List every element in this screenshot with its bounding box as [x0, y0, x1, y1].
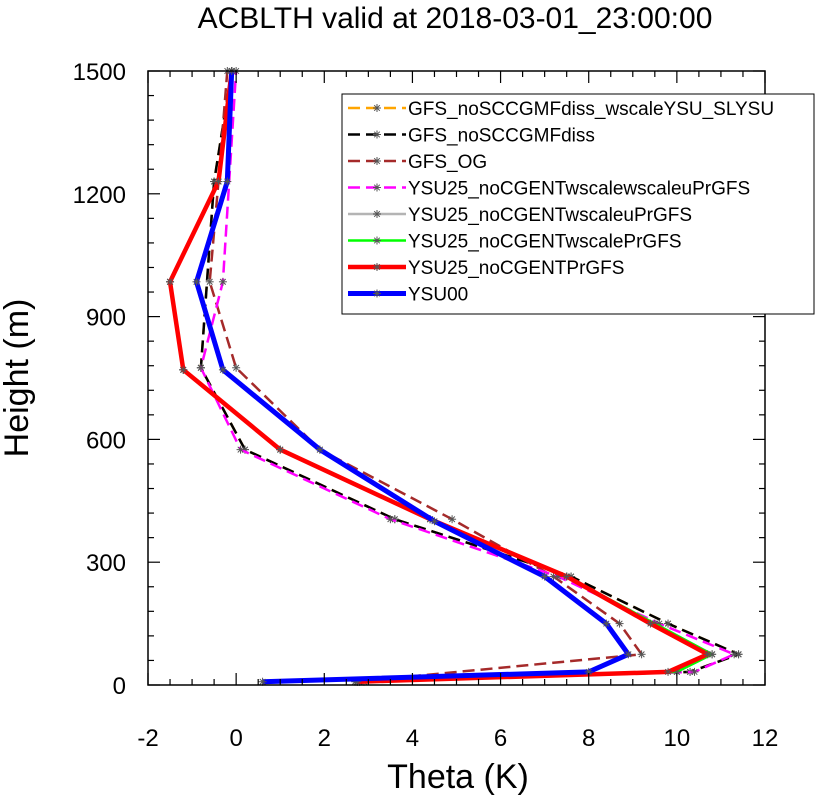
legend-marker	[373, 130, 381, 139]
series-line	[208, 70, 643, 683]
legend-marker	[373, 236, 381, 245]
data-point	[646, 619, 655, 628]
legend-label: YSU25_noCGENTPrGFS	[408, 258, 624, 279]
data-point	[196, 363, 205, 372]
x-tick-label: 0	[229, 725, 242, 752]
data-point	[315, 445, 324, 454]
legend-label: GFS_OG	[408, 152, 487, 173]
data-point	[664, 619, 673, 628]
data-point	[615, 619, 624, 628]
data-point	[236, 445, 245, 454]
legend-label: YSU00	[408, 285, 468, 306]
data-point	[218, 277, 227, 286]
legend-label: GFS_noSCCGMFdiss	[408, 126, 595, 147]
legend-label: YSU25_noCGENTwscalePrGFS	[408, 232, 682, 253]
data-point	[562, 572, 571, 581]
x-axis-label: Theta (K)	[387, 758, 529, 796]
y-tick-label: 300	[86, 550, 126, 577]
legend-marker	[373, 183, 381, 192]
axes-layer: -2 0 2 4 6 8 10 12 0 300 600 900 1200 1500	[73, 59, 779, 752]
y-tick-label: 1200	[73, 182, 126, 209]
y-tick-label: 900	[86, 305, 126, 332]
data-point	[232, 363, 241, 372]
x-tick-label: -2	[137, 725, 158, 752]
legend-label: YSU25_noCGENTwscalewscaleuPrGFS	[408, 179, 750, 200]
data-point	[192, 277, 201, 286]
y-tick-label: 1500	[73, 59, 126, 86]
legend-label: YSU25_noCGENTwscaleuPrGFS	[408, 205, 692, 226]
series-layer	[166, 67, 743, 686]
data-point	[205, 277, 214, 286]
series-8	[192, 67, 633, 686]
data-point	[430, 517, 439, 526]
legend-marker	[373, 289, 381, 298]
x-tick-label: 4	[406, 725, 419, 752]
data-point	[730, 650, 739, 659]
legend-marker	[373, 157, 381, 165]
y-tick-label: 600	[86, 427, 126, 454]
legend-marker	[373, 104, 381, 112]
legend-label: GFS_noSCCGMFdiss_wscaleYSU_SLYSU	[408, 99, 774, 120]
legend-marker	[373, 263, 381, 271]
data-point	[179, 365, 188, 374]
data-point	[448, 515, 457, 524]
y-tick-label: 0	[113, 673, 126, 700]
x-tick-label: 10	[664, 725, 691, 752]
data-point	[386, 515, 395, 524]
data-point	[276, 445, 285, 454]
chart-title: ACBLTH valid at 2018-03-01_23:00:00	[198, 2, 713, 35]
x-tick-label: 8	[582, 725, 595, 752]
x-tick-label: 6	[494, 725, 507, 752]
x-tick-label: 12	[752, 725, 779, 752]
y-axis-label: Height (m)	[0, 299, 36, 458]
x-tick-label: 2	[318, 725, 331, 752]
legend-marker	[373, 210, 381, 218]
legend-box	[341, 93, 815, 315]
data-point	[637, 650, 646, 659]
data-point	[540, 572, 549, 581]
data-point	[166, 277, 175, 286]
data-point	[703, 650, 712, 659]
data-point	[690, 667, 699, 676]
legend: GFS_noSCCGMFdiss_wscaleYSU_SLYSU GFS_noSC…	[341, 93, 815, 315]
data-point	[602, 619, 611, 628]
data-point	[218, 365, 227, 374]
data-point	[223, 177, 232, 186]
data-point	[624, 650, 633, 659]
data-point	[664, 667, 673, 676]
data-point	[214, 177, 223, 186]
